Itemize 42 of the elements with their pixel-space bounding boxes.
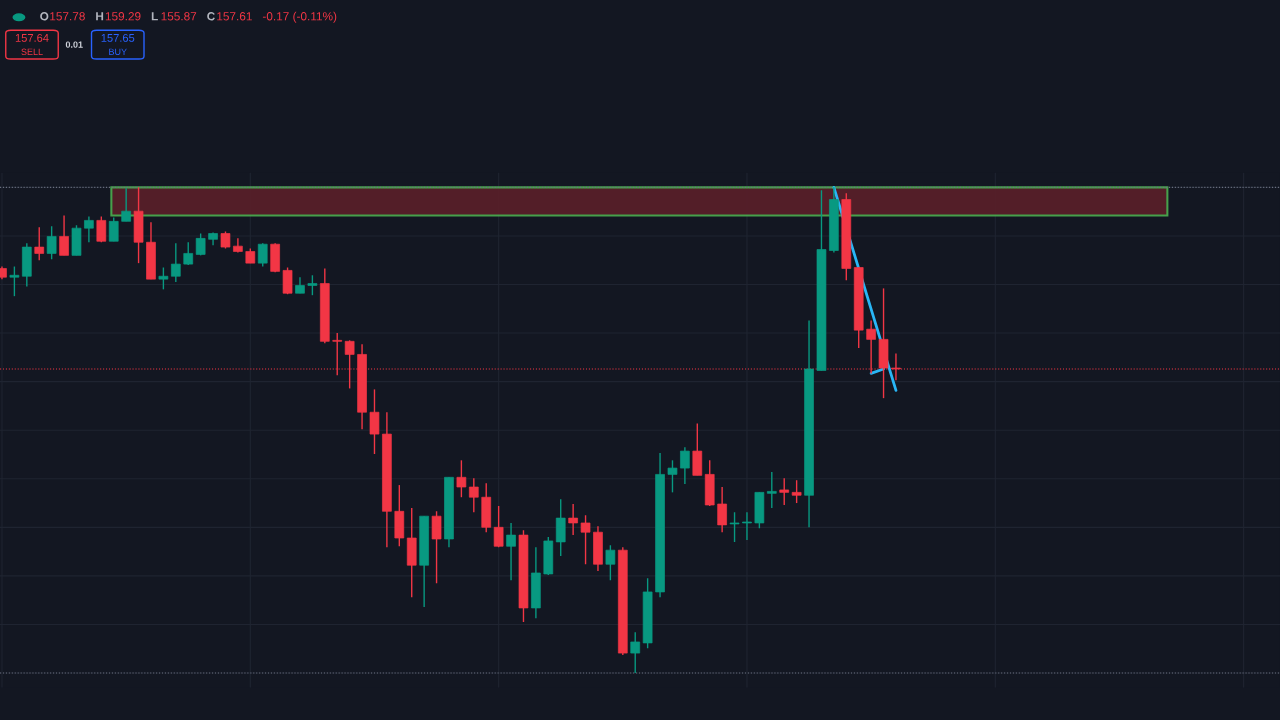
- text: -0.17 (-0.11%): [262, 11, 337, 23]
- candlestick: [605, 544, 616, 581]
- text: SELL: [21, 48, 43, 55]
- candlestick: [369, 388, 380, 455]
- candlestick: [307, 274, 318, 296]
- candlestick: [791, 479, 802, 504]
- candlestick: [171, 242, 181, 283]
- text: 157.65: [101, 33, 135, 42]
- candlestick: [59, 214, 69, 257]
- text: C157.61: [207, 12, 252, 21]
- candlestick: [34, 226, 45, 261]
- candlestick: [493, 505, 504, 548]
- text: H159.29: [96, 12, 141, 21]
- candlestick: [431, 510, 442, 584]
- text: O157.78: [40, 12, 85, 21]
- candlestick: [456, 459, 467, 498]
- candlestick: [630, 631, 641, 674]
- candlestick: [84, 215, 94, 243]
- candlestick: [282, 266, 293, 295]
- candlestick: [158, 266, 169, 291]
- candlestick: [667, 459, 678, 494]
- candlestick: [568, 503, 578, 536]
- candlestick: [46, 225, 57, 260]
- text: 0.01: [65, 41, 83, 48]
- candlestick: [121, 187, 131, 223]
- candlestick: [108, 216, 119, 242]
- candlestick: [96, 215, 107, 243]
- candlestick: [717, 486, 727, 533]
- candlestick: [766, 471, 777, 509]
- text: L155.87: [151, 12, 197, 21]
- candlestick: [779, 477, 790, 506]
- candlestick: [742, 511, 752, 541]
- text: 157.64: [15, 33, 49, 42]
- candlestick: [257, 242, 268, 268]
- candlestick: [580, 514, 591, 565]
- candlestick: [680, 446, 690, 485]
- candlestick: [506, 522, 516, 581]
- candlestick: [468, 477, 479, 513]
- text: BUY: [109, 48, 127, 55]
- candlestick: [729, 511, 740, 543]
- candlestick: [555, 498, 566, 557]
- candlestick: [9, 265, 20, 297]
